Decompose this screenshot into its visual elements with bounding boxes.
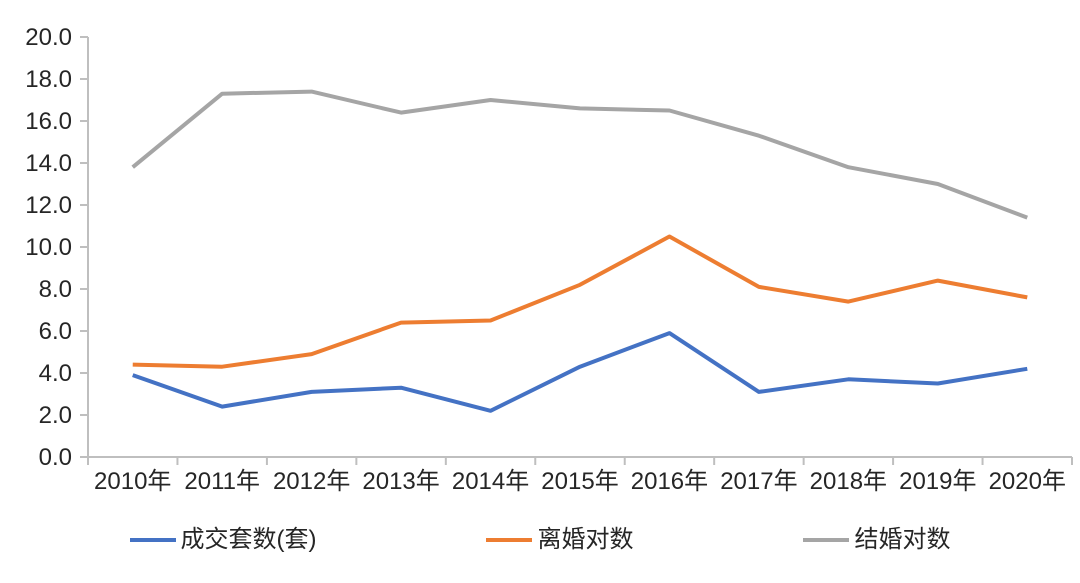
- y-axis-tick-label: 12.0: [25, 192, 72, 219]
- x-axis-tick-label: 2019年: [899, 468, 976, 495]
- chart-legend: 成交套数(套) 离婚对数 结婚对数: [0, 526, 1080, 554]
- chart-plot-area: 0.0 2.0 4.0 6.0 8.0 10.0 12.0 14.0 16.0 18.0 20.0 2…: [25, 24, 1073, 495]
- x-axis-tick-label: 2017年: [720, 468, 797, 495]
- legend-item-0: 成交套数(套): [129, 526, 317, 554]
- x-axis-tick-label: 2020年: [989, 468, 1066, 495]
- y-axis-tick-label: 14.0: [25, 150, 72, 177]
- y-axis-tick-label: 20.0: [25, 24, 72, 51]
- x-axis-tick-label: 2012年: [273, 468, 350, 495]
- legend-item-2: 结婚对数: [803, 526, 950, 554]
- legend-item-1: 离婚对数: [486, 526, 633, 554]
- legend-label: 结婚对数: [854, 526, 951, 553]
- x-axis-tick-label: 2016年: [631, 468, 708, 495]
- y-axis-tick-label: 6.0: [39, 318, 72, 345]
- x-axis-tick-label: 2018年: [810, 468, 887, 495]
- legend-label: 离婚对数: [537, 526, 634, 553]
- x-axis-tick-label: 2015年: [541, 468, 618, 495]
- legend-line-swatch: [803, 537, 850, 542]
- legend-line-swatch: [129, 537, 176, 542]
- x-axis-tick-label: 2013年: [362, 468, 439, 495]
- y-axis-tick-label: 8.0: [39, 276, 72, 303]
- x-axis-tick-label: 2014年: [452, 468, 529, 495]
- legend-label: 成交套数(套): [180, 526, 317, 553]
- series-line-1: [132, 234, 1028, 369]
- y-axis-tick-label: 16.0: [25, 108, 72, 135]
- series-line-2: [131, 89, 1028, 220]
- y-axis-tick-label: 18.0: [25, 66, 72, 93]
- y-axis-tick-label: 0.0: [39, 444, 72, 471]
- y-axis-tick-label: 10.0: [25, 234, 72, 261]
- y-axis-tick-label: 2.0: [39, 402, 72, 429]
- y-axis-tick-label: 4.0: [39, 360, 72, 387]
- x-axis-tick-label: 2010年: [94, 468, 171, 495]
- series-line-0: [132, 331, 1028, 413]
- legend-line-swatch: [486, 537, 533, 542]
- x-axis-tick-label: 2011年: [184, 468, 260, 495]
